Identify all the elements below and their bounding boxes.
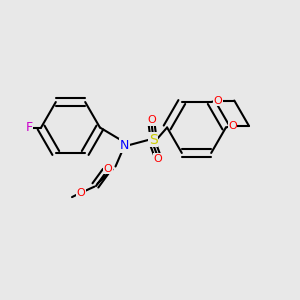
Text: O: O	[147, 115, 156, 125]
Text: O: O	[153, 154, 162, 164]
Text: F: F	[26, 121, 33, 134]
Text: O: O	[76, 188, 85, 198]
Text: O: O	[213, 95, 222, 106]
Text: N: N	[120, 139, 129, 152]
Text: O: O	[103, 164, 112, 174]
Text: S: S	[148, 133, 158, 146]
Text: O: O	[228, 121, 237, 131]
